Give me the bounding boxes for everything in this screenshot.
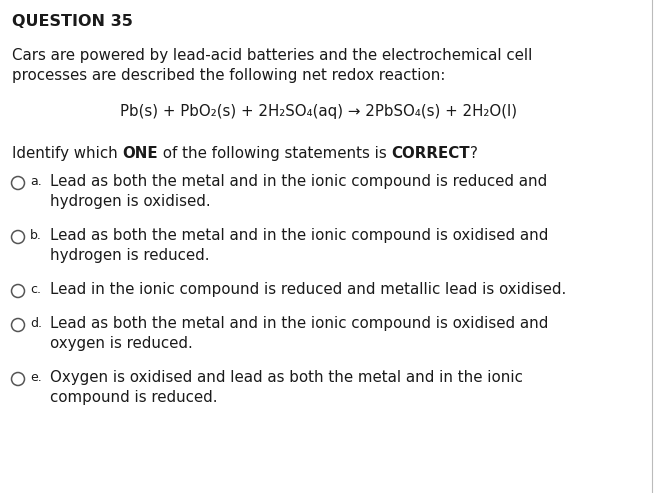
Text: QUESTION 35: QUESTION 35 bbox=[12, 14, 133, 29]
Text: b.: b. bbox=[30, 229, 42, 242]
Text: Lead as both the metal and in the ionic compound is reduced and: Lead as both the metal and in the ionic … bbox=[50, 174, 547, 189]
Text: Lead as both the metal and in the ionic compound is oxidised and: Lead as both the metal and in the ionic … bbox=[50, 316, 548, 331]
Text: hydrogen is oxidised.: hydrogen is oxidised. bbox=[50, 194, 210, 209]
Text: c.: c. bbox=[30, 283, 41, 296]
Text: processes are described the following net redox reaction:: processes are described the following ne… bbox=[12, 68, 446, 83]
Text: oxygen is reduced.: oxygen is reduced. bbox=[50, 336, 193, 351]
Text: compound is reduced.: compound is reduced. bbox=[50, 390, 218, 405]
Text: e.: e. bbox=[30, 371, 42, 384]
Text: Lead in the ionic compound is reduced and metallic lead is oxidised.: Lead in the ionic compound is reduced an… bbox=[50, 282, 566, 297]
Text: a.: a. bbox=[30, 175, 42, 188]
Text: Cars are powered by lead-acid batteries and the electrochemical cell: Cars are powered by lead-acid batteries … bbox=[12, 48, 533, 63]
Text: of the following statements is: of the following statements is bbox=[158, 146, 392, 161]
Text: Lead as both the metal and in the ionic compound is oxidised and: Lead as both the metal and in the ionic … bbox=[50, 228, 548, 243]
Text: d.: d. bbox=[30, 317, 42, 330]
Text: Oxygen is oxidised and lead as both the metal and in the ionic: Oxygen is oxidised and lead as both the … bbox=[50, 370, 523, 385]
Text: ONE: ONE bbox=[122, 146, 158, 161]
Text: CORRECT: CORRECT bbox=[392, 146, 470, 161]
Text: hydrogen is reduced.: hydrogen is reduced. bbox=[50, 248, 210, 263]
Text: Identify which: Identify which bbox=[12, 146, 122, 161]
Text: Pb(s) + PbO₂(s) + 2H₂SO₄(aq) → 2PbSO₄(s) + 2H₂O(l): Pb(s) + PbO₂(s) + 2H₂SO₄(aq) → 2PbSO₄(s)… bbox=[120, 104, 517, 119]
Text: ?: ? bbox=[470, 146, 478, 161]
